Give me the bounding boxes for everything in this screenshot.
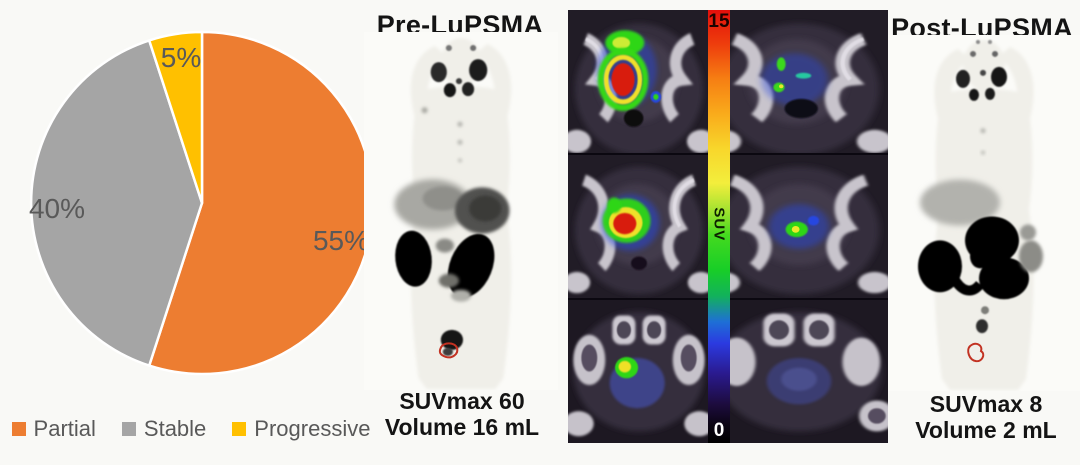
pre-suvmax-value: SUVmax 60 [399, 388, 525, 414]
axial-petct-panel: 15 SUV 0 [568, 10, 888, 443]
head-uptake [956, 39, 1007, 101]
liver-uptake [920, 179, 1000, 226]
legend-item-stable: Stable [121, 416, 207, 442]
pie-label-partial: 55% [313, 225, 369, 256]
legend-swatch-progressive-icon [232, 422, 247, 436]
pie-slice-progressive [147, 30, 204, 205]
colorbar-min-label: 0 [713, 420, 725, 441]
legend-item-partial: Partial [11, 416, 96, 442]
axial-slice-post-row1 [710, 10, 888, 153]
post-volume-value: Volume 2 mL [915, 417, 1057, 443]
tumor-hotspot-red [613, 212, 637, 235]
abdominal-uptake-cluster [918, 216, 1029, 300]
legend-swatch-stable-icon [121, 422, 136, 436]
axial-slice-pre-row3 [568, 300, 710, 443]
pre-lupsma-caption: SUVmax 60 Volume 16 mL [362, 388, 562, 440]
legend-label-partial: Partial [33, 416, 96, 441]
lesion-contour-annotation [438, 342, 459, 359]
pie-label-progressive: 5% [161, 42, 201, 73]
response-pie-chart: 55% 40% 5% Partial Stable Progressive [0, 0, 382, 465]
pie-legend: Partial Stable Progressive [0, 416, 382, 442]
post-lupsma-caption: SUVmax 8 Volume 2 mL [888, 391, 1080, 443]
colorbar-max-label: 15 [708, 11, 730, 32]
pie-label-stable: 40% [29, 193, 85, 224]
head-uptake [430, 45, 488, 98]
residual-hotspot [618, 360, 632, 373]
colorbar-axis-label: SUV [710, 206, 728, 241]
tumor-hotspot-red [611, 63, 635, 96]
right-kidney-uptake [447, 233, 495, 298]
axial-slice-pre-row2 [568, 155, 710, 298]
post-suvmax-value: SUVmax 8 [929, 391, 1043, 417]
pelvic-lesion-uptake [976, 319, 988, 334]
suv-colorbar: 15 SUV 0 [708, 10, 730, 443]
legend-swatch-partial-icon [11, 422, 26, 436]
legend-item-progressive: Progressive [232, 416, 370, 442]
lesion-contour-annotation [967, 342, 985, 363]
axial-slice-post-row2 [710, 155, 888, 298]
pie-plot: 55% 40% 5% [29, 30, 375, 376]
legend-label-progressive: Progressive [254, 416, 371, 441]
pre-volume-value: Volume 16 mL [384, 414, 540, 440]
pre-mip-scan-image [364, 32, 558, 390]
axial-slice-pre-row1 [568, 10, 710, 153]
pie-slice-stable [29, 39, 204, 367]
post-mip-scan-image [888, 35, 1080, 391]
legend-label-stable: Stable [143, 416, 207, 441]
pelvic-lesion-uptake [440, 329, 464, 350]
axial-slice-post-row3 [710, 300, 888, 443]
left-kidney-uptake [395, 230, 432, 287]
residual-hotspot [776, 57, 786, 71]
